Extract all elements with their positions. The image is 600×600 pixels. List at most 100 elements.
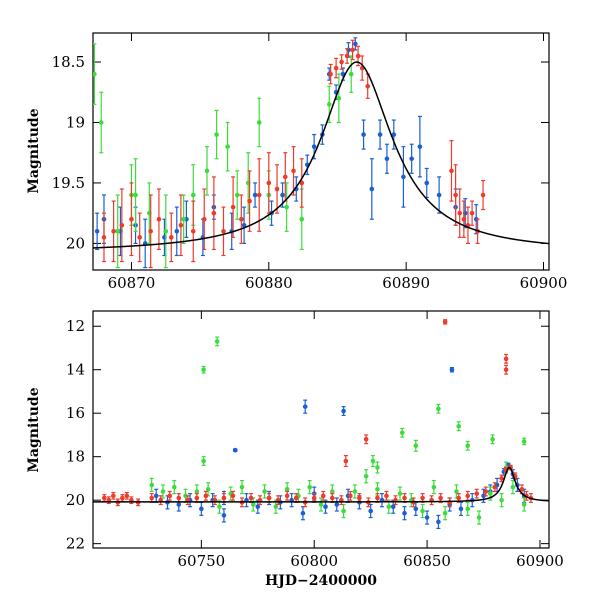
data-point-blue [199, 501, 204, 516]
data-point-red [449, 140, 454, 202]
top-panel-marks: 60870 60880 60890 60900 18.5 19 19.5 20 [52, 33, 567, 292]
data-point-blue [221, 508, 227, 523]
data-point-blue [341, 406, 346, 416]
y-tick-label: 20 [66, 234, 85, 252]
data-point-green [163, 194, 169, 269]
data-point-blue [300, 506, 306, 521]
data-point-green [521, 437, 527, 446]
x-tick-label: 60900 [516, 552, 564, 570]
data-point-red [348, 490, 353, 501]
data-point-red [291, 146, 296, 196]
data-point-red [124, 491, 130, 500]
data-point-red [266, 493, 272, 503]
data-point-green [214, 336, 220, 347]
data-point-green [375, 461, 380, 474]
data-point-red [167, 490, 173, 501]
x-tick-label: 60850 [403, 552, 451, 570]
data-point-red [375, 493, 380, 503]
data-point-blue [458, 501, 464, 516]
data-point-blue [377, 119, 383, 150]
data-point-green [98, 91, 104, 154]
data-point-blue [174, 206, 180, 257]
data-point-green [147, 182, 152, 244]
y-tick-label: 18 [66, 448, 85, 466]
data-point-red [158, 495, 164, 506]
data-point-red [350, 39, 355, 61]
top-y-axis-title: Magnitude [26, 108, 42, 193]
data-point-green [256, 97, 262, 148]
data-point-red [480, 179, 486, 211]
data-point-blue [379, 493, 385, 508]
data-point-red [230, 490, 236, 501]
data-point-green [160, 484, 166, 499]
data-point-blue [436, 176, 442, 214]
data-point-red [365, 73, 370, 99]
data-point-red [339, 54, 344, 70]
data-point-green [413, 439, 419, 452]
data-point-red [129, 182, 134, 257]
data-point-green [201, 456, 206, 466]
data-point-red [119, 188, 125, 263]
y-tick-label: 19 [66, 113, 85, 131]
data-point-red [194, 493, 200, 503]
data-point-blue [361, 119, 366, 150]
top-panel: 60870 60880 60890 60900 18.5 19 19.5 20 Magnitu… [26, 32, 567, 292]
data-point-red [168, 212, 174, 263]
data-point-green [205, 482, 211, 497]
data-point-red [442, 319, 448, 325]
data-point-blue [252, 182, 258, 208]
data-point-red [363, 434, 369, 445]
bottom-data-area [93, 319, 549, 530]
data-point-red [483, 486, 489, 497]
bottom-y-axis-title: Magnitude [26, 387, 42, 472]
data-point-blue [334, 497, 340, 512]
model-curve [93, 61, 549, 249]
data-point-red [248, 493, 254, 503]
data-point-red [284, 490, 290, 501]
data-point-green [490, 434, 495, 445]
data-point-blue [244, 493, 249, 508]
data-point-green [397, 486, 403, 501]
data-point-green [204, 146, 210, 196]
data-point-green [352, 484, 358, 499]
data-point-red [120, 494, 125, 502]
bottom-panel-marks: 60750 60800 60850 60900 12 14 16 18 20 22 [66, 311, 564, 570]
data-point-green [499, 493, 504, 508]
data-point-red [393, 495, 398, 506]
data-point-red [221, 493, 227, 503]
data-point-red [190, 200, 196, 263]
data-point-green [442, 506, 448, 521]
data-point-red [137, 212, 142, 263]
data-point-green [239, 479, 245, 495]
data-point-red [203, 490, 209, 501]
data-point-green [363, 469, 369, 484]
data-point-red [101, 494, 107, 502]
data-point-blue [232, 447, 238, 453]
x-tick-label: 60800 [290, 552, 338, 570]
data-point-red [247, 170, 252, 232]
data-point-green [370, 454, 376, 468]
data-point-red [329, 493, 335, 503]
data-point-blue [368, 503, 373, 519]
data-point-blue [424, 167, 430, 199]
data-point-green [201, 365, 206, 374]
y-tick-label: 19.5 [52, 174, 85, 192]
data-point-blue [241, 206, 247, 244]
data-point-blue [436, 514, 441, 530]
data-point-red [469, 200, 475, 226]
data-point-red [299, 158, 305, 208]
data-point-red [221, 206, 226, 257]
data-point-green [93, 43, 97, 105]
data-point-red [212, 495, 218, 506]
data-point-green [521, 497, 527, 512]
data-point-green [181, 194, 186, 244]
x-tick-label: 60890 [382, 274, 430, 292]
data-point-green [234, 170, 240, 220]
data-point-green [307, 479, 313, 495]
data-point-blue [409, 143, 414, 174]
data-point-red [111, 200, 116, 263]
y-tick-label: 16 [66, 404, 85, 422]
data-point-green [431, 479, 437, 495]
data-point-red [201, 188, 207, 251]
